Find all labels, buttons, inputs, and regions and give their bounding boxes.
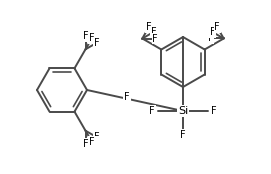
Text: F: F bbox=[94, 132, 99, 142]
Text: F: F bbox=[89, 33, 95, 43]
Text: F: F bbox=[210, 27, 215, 37]
Text: F: F bbox=[124, 93, 130, 102]
Text: F: F bbox=[211, 106, 217, 116]
Text: F: F bbox=[83, 31, 88, 41]
Text: F: F bbox=[89, 137, 95, 147]
Text: F: F bbox=[208, 34, 214, 44]
Text: F: F bbox=[83, 139, 88, 149]
Text: F: F bbox=[149, 106, 155, 116]
Text: F: F bbox=[146, 22, 151, 32]
Text: Si: Si bbox=[178, 106, 188, 116]
Text: F: F bbox=[151, 27, 156, 37]
Text: F: F bbox=[214, 22, 220, 32]
Text: F: F bbox=[94, 38, 99, 48]
Text: F: F bbox=[180, 130, 186, 140]
Text: F: F bbox=[153, 34, 158, 44]
